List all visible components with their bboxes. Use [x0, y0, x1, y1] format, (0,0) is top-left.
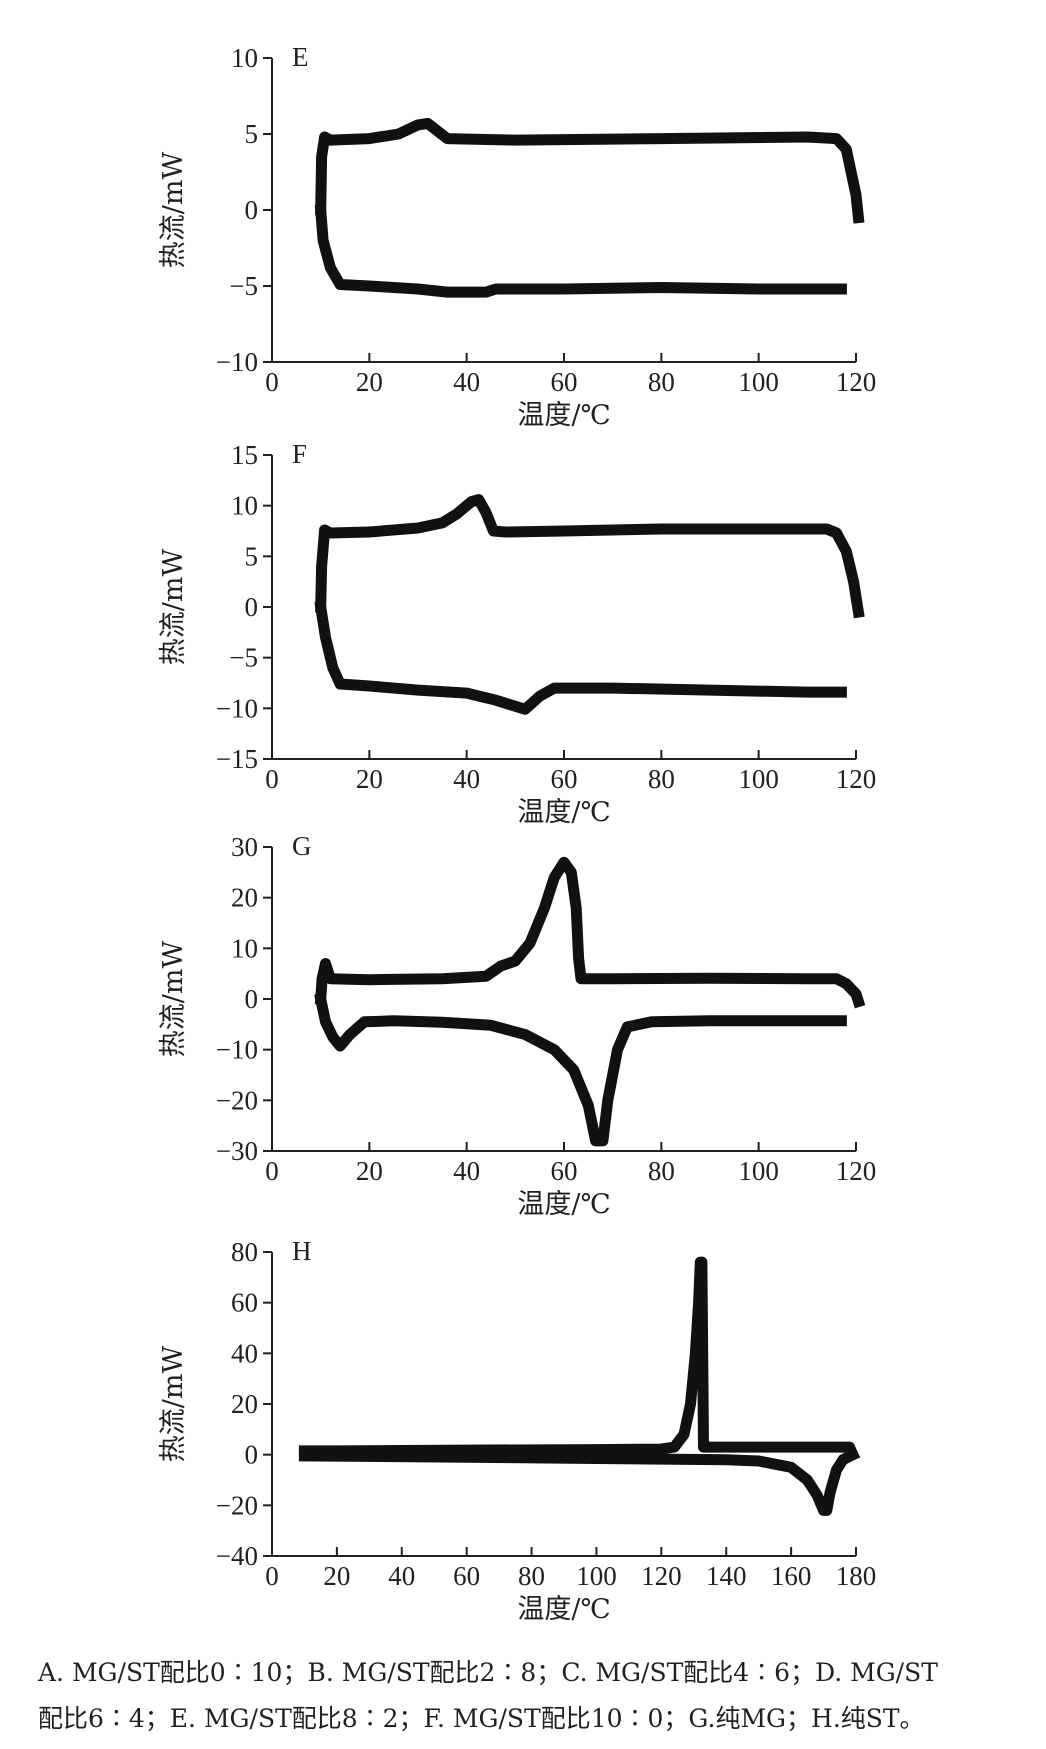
y-tick-label: 0: [245, 1440, 259, 1470]
x-tick-label: 100: [738, 367, 779, 397]
series-line-e-lower: [314, 204, 847, 298]
x-tick-label: 20: [323, 1561, 350, 1591]
series-line-h-lower: [298, 1447, 861, 1516]
x-tick-label: 40: [453, 764, 480, 794]
x-tick-label: 0: [265, 764, 279, 794]
y-tick-label: −10: [216, 1035, 258, 1065]
figure-caption: A. MG/ST配比0∶10；B. MG/ST配比2∶8；C. MG/ST配比4…: [38, 1650, 1023, 1742]
y-tick-label: 40: [231, 1338, 258, 1368]
x-tick-label: 40: [453, 367, 480, 397]
series-line-e-upper: [315, 117, 865, 224]
x-tick-label: 160: [771, 1561, 812, 1591]
series-line-h-upper: [298, 1256, 861, 1462]
x-tick-label: 0: [265, 1156, 279, 1186]
panel-letter-h: H: [292, 1236, 312, 1266]
x-axis-title-f: 温度/℃: [517, 797, 610, 828]
x-tick-label: 100: [576, 1561, 617, 1591]
y-tick-label: −10: [216, 347, 258, 377]
y-tick-label: 10: [231, 43, 258, 73]
y-tick-label: −10: [216, 693, 258, 723]
y-tick-label: −20: [216, 1085, 258, 1115]
x-tick-label: 140: [706, 1561, 747, 1591]
y-tick-label: 20: [231, 1389, 258, 1419]
x-tick-label: 180: [836, 1561, 877, 1591]
y-tick-label: −20: [216, 1490, 258, 1520]
x-tick-label: 80: [648, 764, 675, 794]
x-tick-label: 60: [453, 1561, 480, 1591]
y-tick-label: 20: [231, 883, 258, 913]
x-tick-label: 80: [518, 1561, 545, 1591]
x-tick-label: 20: [356, 367, 383, 397]
y-tick-label: −40: [216, 1541, 258, 1571]
x-tick-label: 0: [265, 1561, 279, 1591]
x-tick-label: 120: [641, 1561, 682, 1591]
x-tick-label: 60: [551, 367, 578, 397]
x-tick-label: 60: [551, 764, 578, 794]
y-axis-title-f: 热流/mW: [158, 549, 189, 666]
series-line-f-lower: [314, 600, 847, 715]
panel-letter-e: E: [292, 42, 309, 72]
x-axis-title-e: 温度/℃: [517, 400, 610, 431]
x-tick-label: 40: [388, 1561, 415, 1591]
x-tick-label: 20: [356, 1156, 383, 1186]
y-axis-title-g: 热流/mW: [158, 941, 189, 1058]
y-tick-label: 10: [231, 491, 258, 521]
y-tick-label: 10: [231, 933, 258, 963]
y-axis-title-h: 热流/mW: [158, 1346, 189, 1463]
x-tick-label: 60: [551, 1156, 578, 1186]
x-tick-label: 20: [356, 764, 383, 794]
x-tick-label: 100: [738, 764, 779, 794]
x-tick-label: 40: [453, 1156, 480, 1186]
x-axis-title-h: 温度/℃: [517, 1594, 610, 1625]
y-tick-label: 60: [231, 1288, 258, 1318]
y-axis-title-e: 热流/mW: [158, 152, 189, 269]
chart-panel-f: −15 −10 −5 0 5 10 15 0 20 40 60 80 100 120 F 温度/℃ 热流/mW: [158, 439, 876, 828]
x-tick-label: 120: [836, 367, 877, 397]
x-tick-label: 80: [648, 1156, 675, 1186]
y-tick-label: 15: [231, 440, 258, 470]
chart-panel-g: −30 −20 −10 0 10 20 30 0 20 40 60 80 100 120 G 温度/℃ 热流/m…: [158, 831, 876, 1220]
x-tick-label: 0: [265, 367, 279, 397]
y-tick-label: 30: [231, 832, 258, 862]
series-line-f-upper: [315, 494, 865, 619]
y-tick-label: 0: [245, 195, 259, 225]
y-tick-label: −15: [216, 744, 258, 774]
y-tick-label: 0: [245, 984, 259, 1014]
y-tick-label: −30: [216, 1136, 258, 1166]
y-tick-label: −5: [229, 643, 258, 673]
x-tick-label: 120: [836, 1156, 877, 1186]
y-tick-label: −5: [229, 271, 258, 301]
y-tick-label: 5: [245, 541, 259, 571]
y-tick-label: 0: [245, 592, 259, 622]
series-line-g-upper: [314, 856, 866, 1009]
x-axis-title-g: 温度/℃: [517, 1189, 610, 1220]
panel-letter-g: G: [292, 831, 312, 861]
x-tick-label: 80: [648, 367, 675, 397]
caption-line-1: A. MG/ST配比0∶10；B. MG/ST配比2∶8；C. MG/ST配比4…: [38, 1658, 938, 1687]
y-tick-label: 5: [245, 119, 259, 149]
chart-panel-h: −40 −20 0 20 40 60 80 0 20 40 60 80 100 120 140 160 180 H…: [158, 1236, 876, 1625]
y-tick-label: 80: [231, 1237, 258, 1267]
panel-letter-f: F: [292, 439, 307, 469]
x-tick-label: 100: [738, 1156, 779, 1186]
series-line-g-lower: [314, 992, 847, 1147]
x-tick-label: 120: [836, 764, 877, 794]
caption-line-2: 配比6∶4；E. MG/ST配比8∶2；F. MG/ST配比10∶0；G.纯MG…: [38, 1704, 925, 1733]
